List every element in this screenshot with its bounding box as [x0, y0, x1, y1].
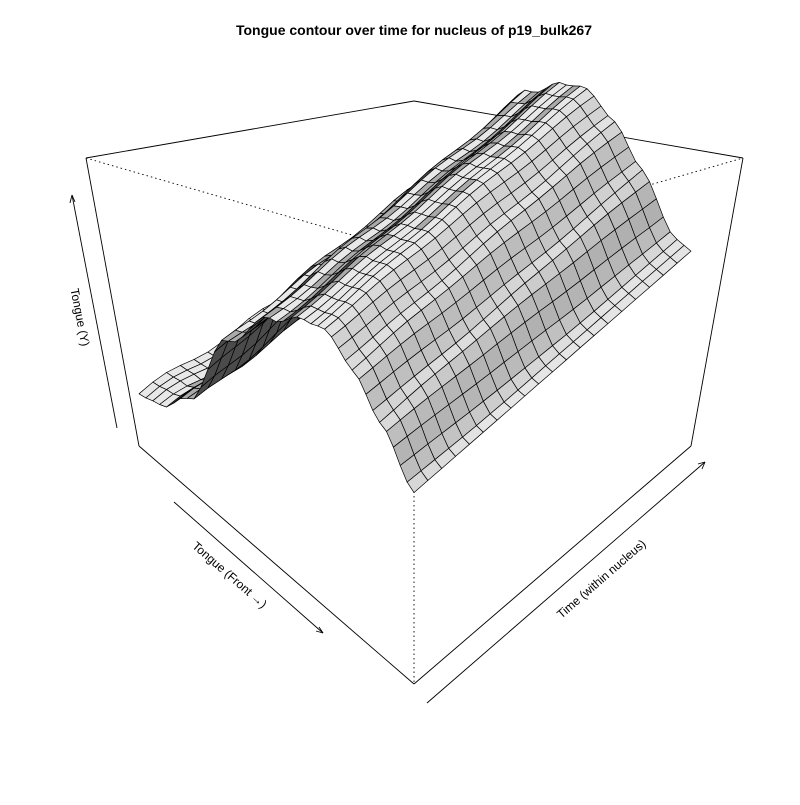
y-axis: Time (within nucleus)	[426, 461, 706, 704]
z-axis-arrow	[71, 194, 118, 429]
z-axis-label: Tongue (Y)	[67, 287, 92, 347]
tongue-surface	[138, 82, 692, 493]
chart-title: Tongue contour over time for nucleus of …	[236, 22, 592, 38]
z-axis: Tongue (Y)	[67, 194, 118, 429]
y-axis-arrowhead	[697, 461, 706, 470]
x-axis-arrowhead	[315, 626, 324, 634]
x-axis-arrow	[173, 501, 324, 634]
y-axis-arrow	[426, 461, 706, 704]
z-axis-arrowhead	[69, 194, 76, 204]
x-axis: Tongue (Front →)	[173, 501, 324, 634]
y-axis-label: Time (within nucleus)	[554, 537, 648, 622]
bounding-box-front	[85, 157, 744, 685]
surface-facet	[406, 470, 429, 493]
